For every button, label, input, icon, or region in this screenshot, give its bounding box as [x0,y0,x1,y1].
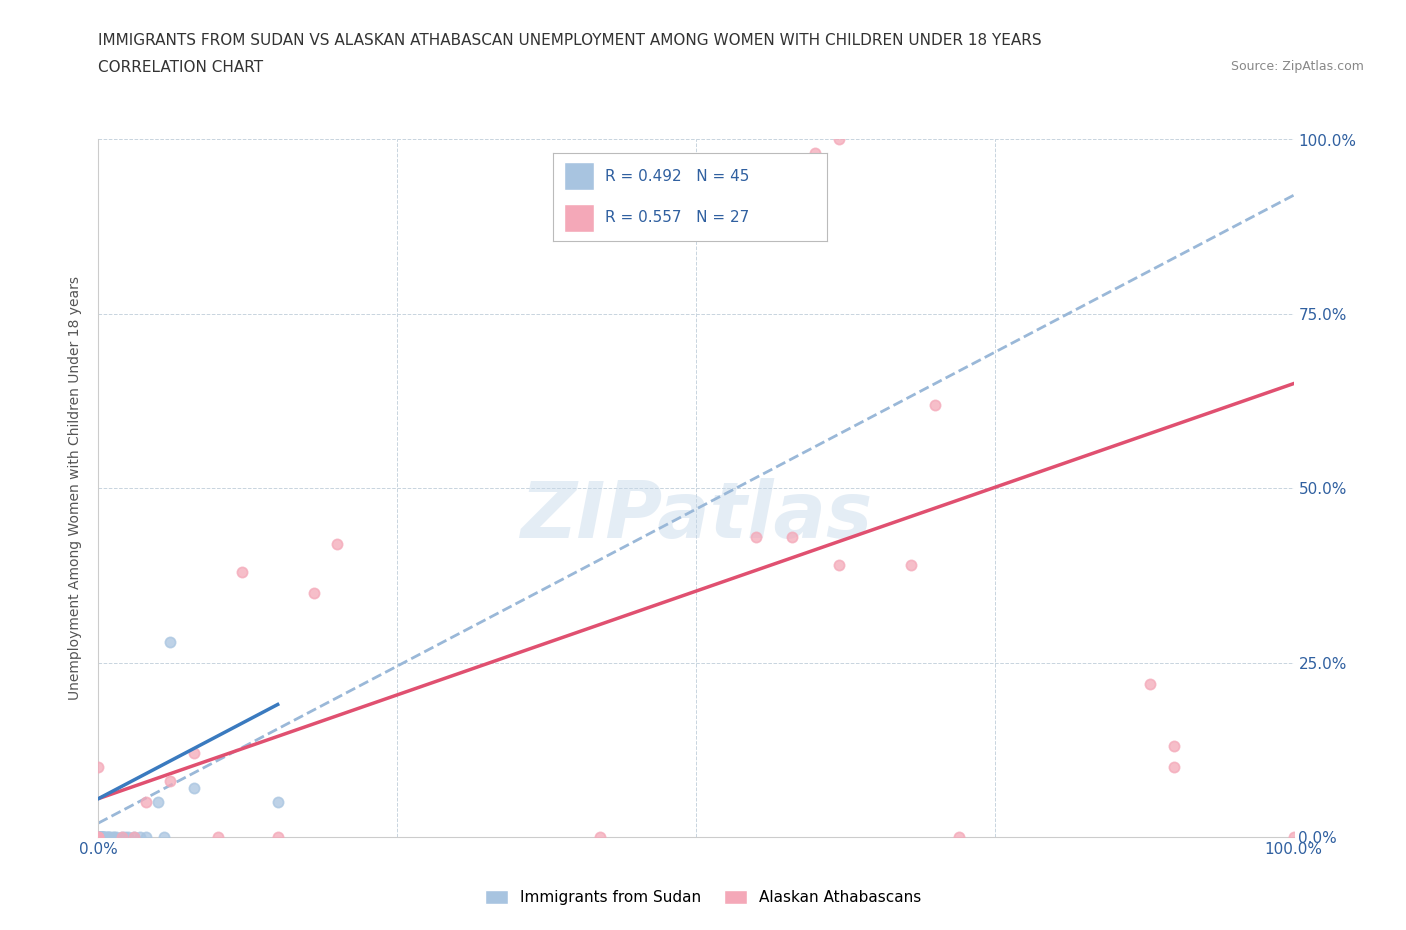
Point [98,830,122,844]
Y-axis label: Unemployment Among Women with Children Under 18 years: Unemployment Among Women with Children U… [69,276,83,700]
Point [87,830,110,844]
Point [183,781,205,796]
Point [97,830,120,844]
Point [87,830,110,844]
Point [745,530,768,545]
Point [1163,760,1185,775]
Point [804,146,827,161]
Point [87,830,110,844]
Text: CORRELATION CHART: CORRELATION CHART [98,60,263,75]
Point [91,830,114,844]
Point [1139,676,1161,691]
Point [98,830,121,844]
Point [900,558,922,573]
Text: ZIPatlas: ZIPatlas [520,478,872,554]
Point [117,830,139,844]
Point [302,586,325,601]
Point [89,830,111,844]
Point [87,830,110,844]
Point [87,830,110,844]
Point [159,634,181,649]
Point [90,830,112,844]
Point [124,830,146,844]
Point [129,830,152,844]
Point [828,558,851,573]
Point [87,760,110,775]
Point [948,830,970,844]
Point [207,830,229,844]
Point [87,830,110,844]
Point [589,830,612,844]
Text: IMMIGRANTS FROM SUDAN VS ALASKAN ATHABASCAN UNEMPLOYMENT AMONG WOMEN WITH CHILDR: IMMIGRANTS FROM SUDAN VS ALASKAN ATHABAS… [98,33,1042,47]
Point [87,830,110,844]
Point [924,397,946,412]
Point [91,830,114,844]
Point [1282,830,1305,844]
Point [90,830,112,844]
Point [135,794,157,809]
Point [111,830,134,844]
Point [114,830,136,844]
Point [90,830,112,844]
Point [1163,738,1185,753]
Point [87,830,110,844]
Point [93,830,115,844]
Point [135,830,157,844]
Point [159,774,181,789]
Point [153,830,176,844]
Point [267,830,290,844]
Point [105,830,128,844]
Point [231,565,253,579]
Point [87,830,110,844]
Point [94,830,117,844]
Point [828,132,851,147]
Point [111,830,134,844]
Point [89,830,111,844]
Point [91,830,114,844]
Point [91,830,114,844]
Legend: Immigrants from Sudan, Alaskan Athabascans: Immigrants from Sudan, Alaskan Athabasca… [477,883,929,913]
Point [183,746,205,761]
Point [148,794,170,809]
Text: Source: ZipAtlas.com: Source: ZipAtlas.com [1230,60,1364,73]
Point [87,830,110,844]
Point [87,830,110,844]
Point [89,830,111,844]
Point [87,830,110,844]
Point [96,830,118,844]
Point [103,830,125,844]
Point [101,830,124,844]
Point [93,830,115,844]
Point [87,830,110,844]
Point [326,537,349,551]
Point [124,830,146,844]
Point [780,530,803,545]
Point [87,830,110,844]
Point [87,830,110,844]
Point [89,830,111,844]
Point [91,830,114,844]
Point [267,794,290,809]
